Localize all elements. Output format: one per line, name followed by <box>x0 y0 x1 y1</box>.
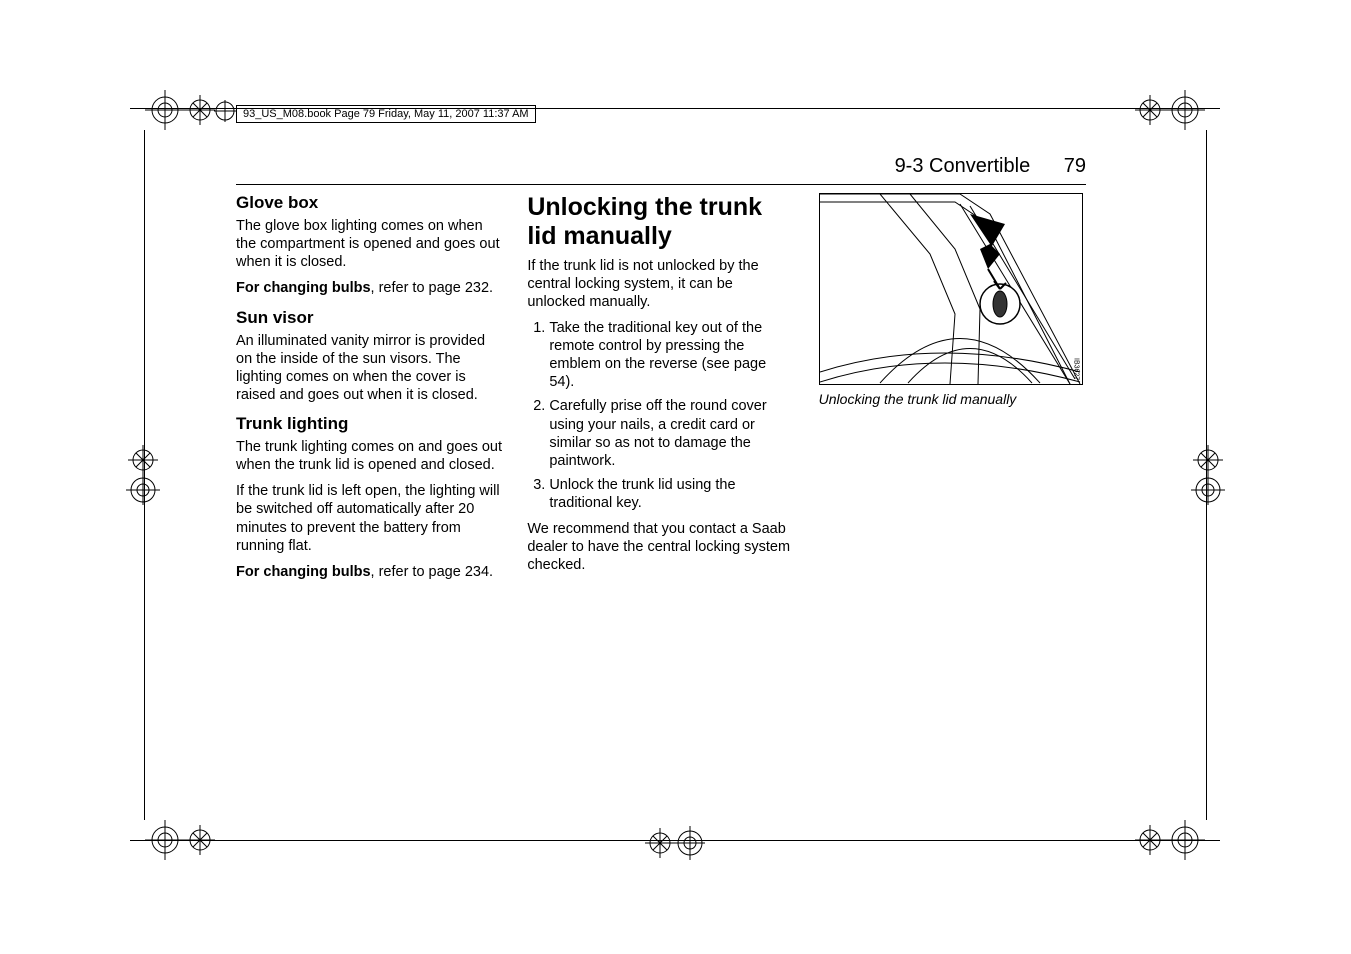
heading-glove-box: Glove box <box>236 193 503 213</box>
crop-line-top <box>130 108 1220 109</box>
regmark-mid-left <box>118 445 168 505</box>
regmark-bottom-right <box>1135 815 1205 865</box>
step-1: Take the traditional key out of the remo… <box>549 319 794 392</box>
image-code: IB3627 <box>1073 358 1080 380</box>
text: , refer to page 234. <box>371 564 494 580</box>
heading-unlock-trunk: Unlocking the trunk lid manually <box>527 193 794 251</box>
column-3: IB3627 Unlocking the trunk lid manually <box>819 193 1086 589</box>
paragraph-trunk-2: If the trunk lid is left open, the light… <box>236 482 503 555</box>
content-columns: Glove box The glove box lighting comes o… <box>236 193 1086 589</box>
page-content: 9-3 Convertible 79 Glove box The glove b… <box>236 155 1086 589</box>
print-metadata-text: 93_US_M08.book Page 79 Friday, May 11, 2… <box>243 108 529 120</box>
illustration-trunk-unlock: IB3627 <box>819 193 1083 385</box>
paragraph-glove-bulbs: For changing bulbs, refer to page 232. <box>236 279 503 297</box>
meta-emblem-icon <box>214 100 236 122</box>
heading-trunk-lighting: Trunk lighting <box>236 414 503 434</box>
column-2: Unlocking the trunk lid manually If the … <box>527 193 794 589</box>
heading-sun-visor: Sun visor <box>236 308 503 328</box>
page-header: 9-3 Convertible 79 <box>236 155 1086 185</box>
section-title: 9-3 Convertible <box>895 155 1031 177</box>
bold-text: For changing bulbs <box>236 564 371 580</box>
step-3: Unlock the trunk lid using the tradition… <box>549 476 794 512</box>
regmark-bottom-left <box>145 815 215 865</box>
paragraph-intro: If the trunk lid is not unlocked by the … <box>527 257 794 311</box>
text: , refer to page 232. <box>371 280 494 296</box>
paragraph-trunk-bulbs: For changing bulbs, refer to page 234. <box>236 563 503 581</box>
paragraph-trunk-1: The trunk lighting comes on and goes out… <box>236 438 503 474</box>
steps-list: Take the traditional key out of the remo… <box>527 319 794 512</box>
column-1: Glove box The glove box lighting comes o… <box>236 193 503 589</box>
page-number: 79 <box>1064 155 1086 178</box>
regmark-mid-bottom <box>645 818 705 868</box>
figure-caption: Unlocking the trunk lid manually <box>819 391 1086 407</box>
trunk-illustration-svg <box>820 194 1082 384</box>
paragraph-outro: We recommend that you contact a Saab dea… <box>527 520 794 574</box>
crop-line-left <box>144 130 145 820</box>
regmark-top-right <box>1135 85 1205 135</box>
step-2: Carefully prise off the round cover usin… <box>549 397 794 470</box>
regmark-top-left <box>145 85 215 135</box>
paragraph-glove-box: The glove box lighting comes on when the… <box>236 217 503 271</box>
paragraph-sun-visor: An illuminated vanity mirror is provided… <box>236 332 503 405</box>
regmark-mid-right <box>1183 445 1233 505</box>
crop-line-right <box>1206 130 1207 820</box>
bold-text: For changing bulbs <box>236 280 371 296</box>
